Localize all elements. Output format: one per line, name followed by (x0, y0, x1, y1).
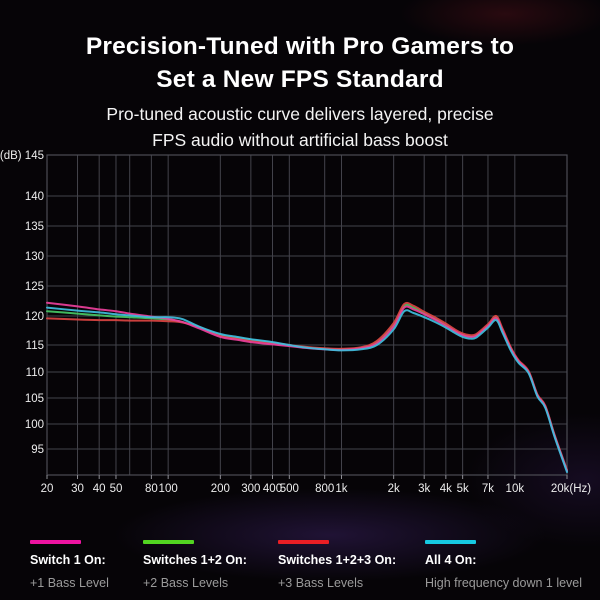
svg-text:(dB) 145: (dB) 145 (0, 150, 44, 162)
page-title: Precision-Tuned with Pro Gamers to Set a… (0, 30, 600, 96)
svg-text:95: 95 (31, 444, 44, 456)
legend-item-title: Switches 1+2 On: (143, 553, 247, 567)
curve-2 (46, 303, 568, 472)
legend-item-title: All 4 On: (425, 553, 477, 567)
x-axis-tick-marks (46, 475, 568, 479)
page-title-line1: Precision-Tuned with Pro Gamers to (85, 33, 515, 60)
legend-color-bar (278, 540, 329, 544)
svg-text:800: 800 (315, 483, 334, 495)
svg-text:10k: 10k (506, 483, 525, 495)
legend-color-bar (30, 540, 81, 544)
svg-text:50: 50 (110, 483, 123, 495)
legend-item-description: +3 Bass Levels (278, 576, 364, 590)
legend-item-description: High frequency down 1 level (425, 576, 583, 590)
svg-text:100: 100 (159, 483, 178, 495)
legend-color-bar (143, 540, 194, 544)
legend-item: Switches 1+2 On: +2 Bass Levels (143, 538, 247, 590)
svg-text:110: 110 (26, 367, 44, 379)
svg-text:20k(Hz): 20k(Hz) (551, 483, 591, 495)
svg-text:200: 200 (211, 483, 230, 495)
svg-text:140: 140 (25, 191, 44, 203)
legend-item: All 4 On: High frequency down 1 level (425, 538, 582, 590)
svg-text:1k: 1k (335, 483, 347, 495)
svg-text:115: 115 (26, 340, 44, 352)
svg-text:120: 120 (25, 311, 44, 323)
svg-text:7k: 7k (482, 483, 494, 495)
svg-text:40: 40 (93, 483, 106, 495)
legend-item: Switches 1+2+3 On: +3 Bass Levels (278, 538, 396, 590)
svg-text:5k: 5k (457, 483, 469, 495)
curve-4 (46, 306, 568, 473)
svg-text:30: 30 (71, 483, 84, 495)
svg-text:3k: 3k (418, 483, 430, 495)
svg-text:300: 300 (241, 483, 260, 495)
svg-text:135: 135 (25, 221, 44, 233)
chart-grid (46, 154, 568, 476)
legend-item-description: +2 Bass Levels (143, 576, 229, 590)
svg-text:2k: 2k (388, 483, 400, 495)
svg-text:100: 100 (25, 419, 44, 431)
y-axis-labels: (dB) 145 140 135 130 125 120 115 110 105 100 95 (0, 150, 44, 456)
chart-legend: Switch 1 On: +1 Bass Level Switches 1+2 … (0, 538, 600, 600)
svg-text:80: 80 (145, 483, 158, 495)
svg-text:125: 125 (25, 281, 44, 293)
page-subtitle-line2: FPS audio without artificial bass boost (152, 130, 448, 150)
svg-text:400: 400 (263, 483, 282, 495)
svg-text:4k: 4k (440, 483, 452, 495)
page-subtitle-line1: Pro-tuned acoustic curve delivers layere… (106, 104, 494, 124)
legend-item-description: +1 Bass Level (30, 576, 109, 590)
legend-item: Switch 1 On: +1 Bass Level (30, 538, 109, 590)
svg-text:20: 20 (41, 483, 54, 495)
page-subtitle: Pro-tuned acoustic curve delivers layere… (0, 101, 600, 153)
legend-item-title: Switch 1 On: (30, 553, 106, 567)
legend-item-title: Switches 1+2+3 On: (278, 553, 397, 567)
page-title-line2: Set a New FPS Standard (156, 66, 444, 93)
svg-text:130: 130 (25, 251, 44, 263)
svg-text:105: 105 (25, 393, 44, 405)
legend-color-bar (425, 540, 476, 544)
svg-text:500: 500 (280, 483, 299, 495)
response-curves (46, 301, 568, 473)
